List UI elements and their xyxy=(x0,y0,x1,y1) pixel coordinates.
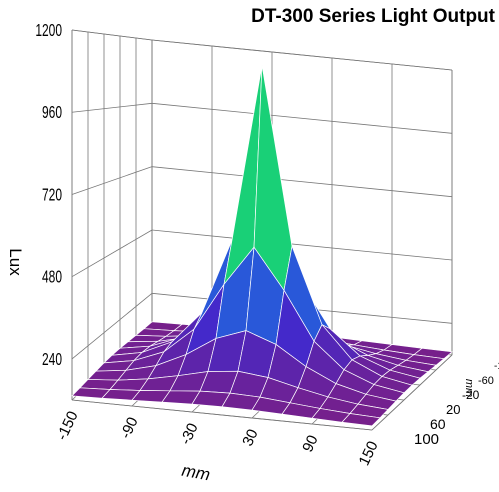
grid-line xyxy=(151,102,453,134)
grid-line xyxy=(71,166,153,195)
x-tick-label: 90 xyxy=(299,433,321,455)
z-tick-label: 240 xyxy=(42,350,62,370)
chart-title: DT-300 Series Light Output xyxy=(251,6,496,27)
x-tick-label: -30 xyxy=(177,421,202,448)
y-tick-label: -100 xyxy=(494,361,499,372)
x-tick-label: 150 xyxy=(356,439,382,469)
z-tick-label: 720 xyxy=(42,185,62,205)
z-axis-label: Lux xyxy=(6,248,25,276)
grid-line xyxy=(71,293,153,360)
x-tick-label: 30 xyxy=(239,427,261,449)
y-tick-label: 100 xyxy=(414,431,439,448)
surface-patch xyxy=(341,413,381,427)
grid-line xyxy=(71,229,153,278)
grid-line xyxy=(151,229,453,261)
z-tick-label: 960 xyxy=(42,103,62,123)
grid-line xyxy=(71,102,153,113)
y-axis-label: mm xyxy=(463,379,475,397)
y-tick-label: 60 xyxy=(430,416,446,432)
y-tick-label: -20 xyxy=(462,388,480,402)
z-tick-label: 1200 xyxy=(35,21,62,41)
y-tick-label: 20 xyxy=(446,402,460,417)
grid-line xyxy=(151,166,453,198)
grid-line xyxy=(151,39,453,71)
x-tick-label: -90 xyxy=(117,415,142,442)
grid-line xyxy=(371,354,453,431)
z-tick-label: 480 xyxy=(42,267,62,287)
x-tick-label: -150 xyxy=(54,409,82,443)
y-tick-label: -60 xyxy=(478,375,494,387)
x-axis-label: mm xyxy=(180,461,211,485)
grid-line xyxy=(71,399,373,431)
grid-line xyxy=(71,29,153,41)
